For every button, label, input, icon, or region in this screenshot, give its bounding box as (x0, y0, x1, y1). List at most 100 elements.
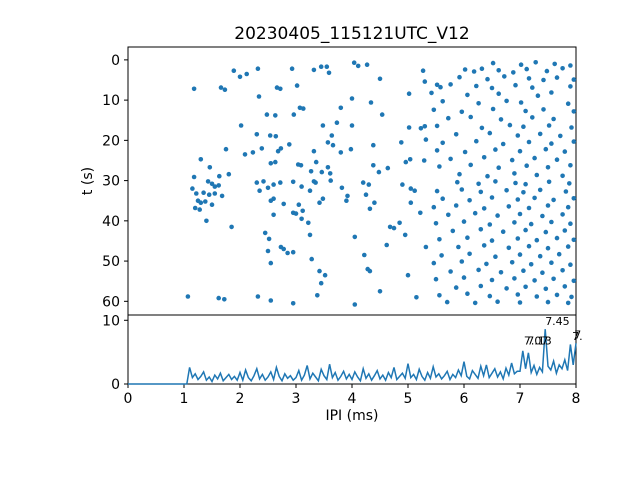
scatter-point (472, 210, 478, 216)
scatter-point (506, 204, 512, 209)
scatter-point (467, 251, 472, 257)
scatter-point (549, 141, 554, 146)
scatter-point (313, 180, 318, 185)
x-axis-label: IPI (ms) (325, 408, 379, 424)
scatter-point (523, 181, 528, 187)
scatter-point (545, 245, 551, 251)
y-tick-label: 10 (102, 313, 120, 329)
x-tick-label: 2 (236, 391, 245, 407)
scatter-point (307, 232, 313, 238)
scatter-point (437, 293, 442, 298)
scatter-point (273, 113, 278, 118)
scatter-point (268, 161, 274, 166)
scatter-point (212, 191, 218, 196)
scatter-point (308, 169, 314, 174)
scatter-point (541, 77, 546, 83)
scatter-point (376, 169, 382, 175)
scatter-point (518, 62, 524, 67)
scatter-point (523, 284, 528, 290)
y-tick-label: 30 (102, 174, 120, 190)
scatter-point (384, 242, 390, 248)
scatter-point (546, 123, 552, 128)
scatter-point (558, 133, 563, 139)
scatter-point (495, 299, 500, 305)
scatter-point (367, 206, 373, 212)
scatter-point (364, 62, 370, 67)
scatter-point (440, 196, 446, 201)
scatter-point (535, 93, 541, 98)
scatter-point (368, 100, 374, 105)
x-tick-label: 6 (460, 391, 469, 407)
scatter-point (290, 249, 296, 255)
scatter-point (526, 139, 532, 145)
scatter-point (391, 225, 397, 231)
scatter-point (273, 159, 278, 165)
scatter-point (414, 295, 419, 300)
scatter-point (562, 284, 568, 289)
scatter-point (532, 195, 537, 201)
scatter-point (434, 188, 440, 194)
scatter-point (560, 268, 565, 273)
scatter-point (206, 192, 212, 197)
scatter-point (556, 251, 562, 257)
scatter-point (506, 245, 512, 251)
scatter-point (268, 298, 274, 303)
scatter-point (403, 159, 409, 165)
scatter-point (423, 244, 429, 250)
scatter-point (513, 180, 518, 186)
scatter-point (229, 224, 234, 230)
peak-annotation: 7.13 (527, 334, 552, 347)
scatter-point (518, 100, 524, 105)
scatter-point (256, 94, 262, 99)
scatter-point (352, 302, 358, 307)
scatter-point (474, 138, 479, 144)
scatter-point (250, 150, 256, 155)
scatter-point (476, 267, 481, 273)
scatter-point (465, 291, 470, 297)
scatter-point (568, 221, 573, 226)
y-tick-label: 20 (102, 133, 120, 149)
scatter-point (533, 60, 538, 65)
scatter-point (448, 269, 453, 274)
scatter-point (515, 236, 521, 241)
scatter-point (309, 256, 315, 262)
scatter-point (496, 165, 502, 170)
scatter-point (545, 299, 551, 305)
scatter-point (521, 268, 526, 274)
scatter-point (222, 297, 227, 302)
scatter-point (502, 74, 507, 79)
scatter-point (560, 66, 565, 71)
scatter-point (198, 157, 204, 162)
scatter-point (320, 196, 326, 201)
peak-annotation: 7.97 (574, 329, 599, 342)
scatter-point (318, 64, 324, 69)
scatter-point (568, 84, 573, 89)
scatter-point (320, 123, 326, 128)
peak-annotation: 7.93 (572, 330, 597, 343)
scatter-point (504, 286, 509, 291)
scatter-point (554, 235, 560, 241)
scatter-point (317, 268, 322, 274)
y-tick-label: 10 (102, 93, 120, 109)
scatter-point (493, 179, 498, 184)
scatter-point (412, 188, 418, 193)
scatter-point (207, 165, 213, 170)
scatter-point (397, 220, 402, 226)
scatter-point (490, 106, 496, 112)
scatter-point (554, 75, 560, 80)
scatter-point (433, 276, 439, 282)
scatter-point (489, 277, 495, 283)
scatter-point (387, 224, 393, 230)
scatter-point (262, 230, 268, 236)
scatter-point (298, 163, 304, 168)
scatter-point (485, 173, 490, 179)
scatter-point (324, 64, 330, 69)
scatter-point (496, 91, 502, 96)
scatter-point (554, 292, 560, 298)
scatter-point (465, 235, 470, 240)
scatter-point (440, 99, 446, 104)
scatter-point (472, 300, 478, 306)
scatter-point (498, 117, 504, 122)
scatter-point (560, 173, 565, 179)
